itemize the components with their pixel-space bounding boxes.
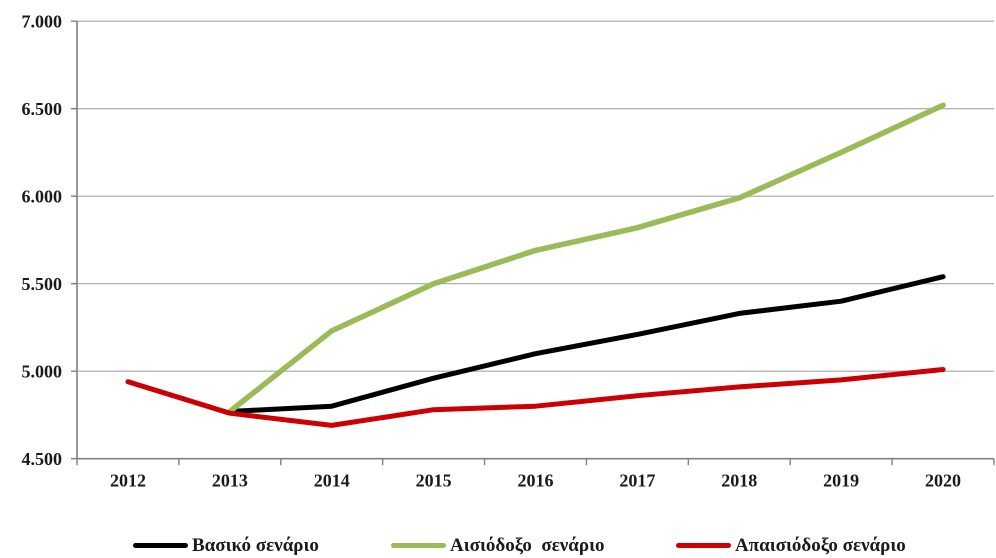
x-tick-label: 2016 bbox=[518, 471, 554, 491]
y-tick-label: 5.000 bbox=[22, 362, 63, 382]
legend-item-aisiodoxo: Αισιόδοξο σενάριο bbox=[391, 533, 604, 558]
x-tick-label: 2017 bbox=[619, 471, 655, 491]
series-line-0 bbox=[227, 274, 946, 414]
x-tick-label: 2019 bbox=[823, 471, 859, 491]
x-tick-label: 2013 bbox=[212, 471, 248, 491]
legend-label: Απαισιόδοξο σενάριο bbox=[735, 535, 906, 556]
legend-line-swatch-green bbox=[391, 543, 446, 548]
series-line-2 bbox=[125, 367, 946, 428]
x-tick-label: 2012 bbox=[110, 471, 146, 491]
x-tick-label: 2015 bbox=[416, 471, 452, 491]
y-tick-label: 5.500 bbox=[22, 274, 63, 294]
x-tick-label: 2014 bbox=[314, 471, 350, 491]
x-tick-label: 2020 bbox=[925, 471, 961, 491]
y-tick-label: 7.000 bbox=[22, 12, 63, 32]
y-tick-label: 6.000 bbox=[22, 187, 63, 207]
legend-line-swatch-red bbox=[676, 543, 731, 548]
chart-legend: Βασικό σενάριο Αισιόδοξο σενάριο Απαισιό… bbox=[0, 533, 996, 558]
legend-item-basiko: Βασικό σενάριο bbox=[133, 533, 319, 558]
legend-label: Αισιόδοξο σενάριο bbox=[450, 535, 605, 556]
legend-label: Βασικό σενάριο bbox=[192, 535, 319, 556]
y-tick-label: 4.500 bbox=[22, 449, 63, 469]
legend-line-swatch-black bbox=[133, 543, 188, 548]
legend-item-apaisiodoxo: Απαισιόδοξο σενάριο bbox=[676, 533, 906, 558]
series-line-1 bbox=[227, 102, 946, 415]
x-tick-label: 2018 bbox=[721, 471, 757, 491]
y-tick-label: 6.500 bbox=[22, 99, 63, 119]
